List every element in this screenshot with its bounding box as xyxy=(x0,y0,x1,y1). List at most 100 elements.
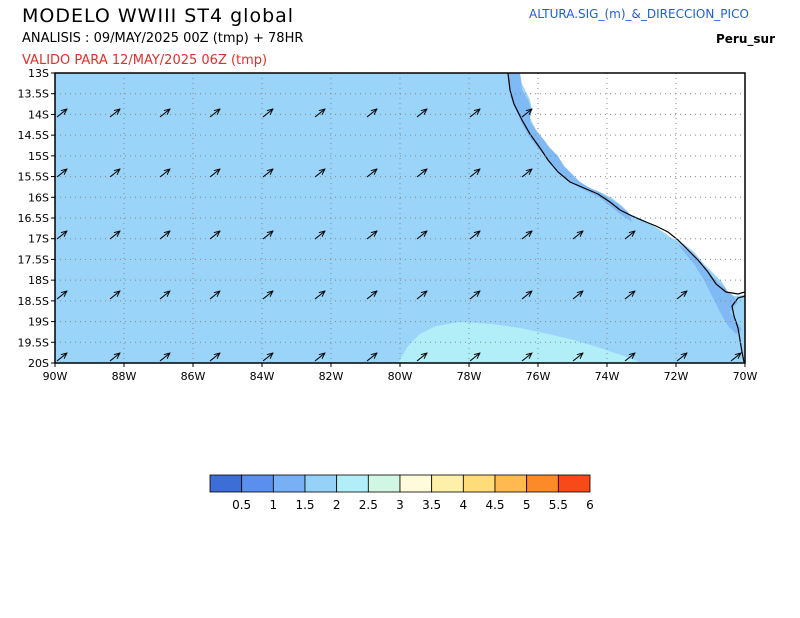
region-name: Peru_sur xyxy=(716,32,775,46)
colorbar-label: 4.5 xyxy=(485,498,504,512)
map-title: MODELO WWIII ST4 global xyxy=(22,5,295,27)
colorbar-swatch xyxy=(557,474,591,493)
colorbar-swatch xyxy=(462,474,496,493)
wave-direction-arrow xyxy=(209,231,220,240)
wave-direction-arrow xyxy=(209,353,220,362)
wave-direction-arrow xyxy=(676,291,687,300)
wave-direction-arrow xyxy=(572,353,583,362)
lat-label: 14.5S xyxy=(18,129,49,142)
wave-direction-arrow xyxy=(572,291,583,300)
wave-direction-arrow xyxy=(109,291,120,300)
wave-direction-arrow xyxy=(56,231,67,240)
colorbar-label: 1 xyxy=(270,498,278,512)
lon-label: 86W xyxy=(181,370,206,383)
wave-direction-arrow xyxy=(366,109,377,118)
lat-label: 15.5S xyxy=(18,171,49,184)
wave-direction-arrow xyxy=(109,169,120,178)
wave-direction-arrow xyxy=(366,353,377,362)
wave-direction-arrow xyxy=(416,231,427,240)
wave-direction-arrow xyxy=(56,291,67,300)
colorbar-label: 5.5 xyxy=(549,498,568,512)
wave-direction-arrow xyxy=(109,109,120,118)
wave-direction-arrow xyxy=(314,291,325,300)
lat-label: 18.5S xyxy=(18,295,49,308)
wave-direction-arrow xyxy=(469,353,480,362)
lat-label: 19.5S xyxy=(18,336,49,349)
lon-label: 76W xyxy=(526,370,551,383)
colorbar-label: 1.5 xyxy=(295,498,314,512)
wave-direction-arrow xyxy=(262,169,273,178)
graticule xyxy=(55,73,745,363)
colorbar-label: 0.5 xyxy=(232,498,251,512)
lat-label: 13S xyxy=(28,67,49,80)
lat-label: 13.5S xyxy=(18,88,49,101)
wave-direction-arrow xyxy=(624,291,635,300)
colorbar-swatch xyxy=(336,474,369,493)
wave-direction-arrow xyxy=(262,291,273,300)
wave-direction-arrow xyxy=(416,353,427,362)
wave-direction-arrow xyxy=(159,353,170,362)
wave-direction-arrow xyxy=(366,291,377,300)
wave-direction-arrow xyxy=(209,109,220,118)
lat-label: 17S xyxy=(28,233,49,246)
wave-direction-arrow xyxy=(209,169,220,178)
low-wave-band xyxy=(507,73,742,334)
wave-direction-arrow xyxy=(56,109,67,118)
wave-direction-arrow xyxy=(469,109,480,118)
lat-label: 19S xyxy=(28,316,49,329)
wave-direction-arrow xyxy=(469,291,480,300)
wave-direction-arrow xyxy=(676,353,687,362)
wave-direction-arrow xyxy=(572,231,583,240)
colorbar-swatch xyxy=(367,474,401,493)
wave-direction-arrow xyxy=(521,109,532,118)
lat-label: 16.5S xyxy=(18,212,49,225)
wave-direction-arrow xyxy=(416,109,427,118)
colorbar-swatch xyxy=(431,474,464,493)
lon-label: 90W xyxy=(43,370,68,383)
wave-direction-arrow xyxy=(366,231,377,240)
wave-direction-arrow xyxy=(469,169,480,178)
wave-direction-arrow xyxy=(366,169,377,178)
wave-direction-arrow xyxy=(109,353,120,362)
wave-direction-arrow xyxy=(262,353,273,362)
wave-direction-arrow xyxy=(314,109,325,118)
colorbar-swatch xyxy=(526,474,559,493)
wave-direction-arrow xyxy=(314,231,325,240)
colorbar-swatch xyxy=(304,474,338,493)
wave-direction-arrow xyxy=(209,291,220,300)
wave-direction-arrow xyxy=(416,169,427,178)
colorbar-label: 3 xyxy=(396,498,404,512)
wave-direction-arrow xyxy=(624,353,635,362)
wave-direction-arrow xyxy=(314,353,325,362)
wave-direction-arrow xyxy=(521,353,532,362)
wave-direction-arrow xyxy=(314,169,325,178)
lon-label: 84W xyxy=(250,370,275,383)
colorbar-legend: 0.5 1 1.5 2 2.5 3 3.5 4 4.5 5 5.5 6 xyxy=(209,474,594,512)
wave-direction-arrow xyxy=(262,231,273,240)
colorbar-swatch xyxy=(209,474,243,493)
wave-direction-arrow xyxy=(262,109,273,118)
wave-direction-arrow xyxy=(56,353,67,362)
lat-label: 20S xyxy=(28,357,49,370)
wave-direction-arrow xyxy=(416,291,427,300)
wave-direction-arrows xyxy=(56,109,741,362)
lon-label: 82W xyxy=(319,370,344,383)
wave-direction-arrow xyxy=(159,291,170,300)
colorbar-label: 2.5 xyxy=(359,498,378,512)
lat-label: 17.5S xyxy=(18,253,49,266)
lat-label: 16S xyxy=(28,191,49,204)
wave-direction-arrow xyxy=(109,231,120,240)
lon-label: 88W xyxy=(112,370,137,383)
wave-direction-arrow xyxy=(159,109,170,118)
lon-label: 70W xyxy=(733,370,758,383)
wave-direction-arrow xyxy=(730,353,741,362)
colorbar-swatch xyxy=(494,474,528,493)
wave-direction-arrow xyxy=(521,169,532,178)
analysis-time: ANALISIS : 09/MAY/2025 00Z (tmp) + 78HR xyxy=(22,31,304,46)
wave-direction-arrow xyxy=(159,169,170,178)
variable-name: ALTURA.SIG_(m)_&_DIRECCION_PICO xyxy=(529,7,749,21)
colorbar-swatch xyxy=(399,474,433,493)
colorbar-label: 4 xyxy=(460,498,468,512)
wave-direction-arrow xyxy=(56,169,67,178)
